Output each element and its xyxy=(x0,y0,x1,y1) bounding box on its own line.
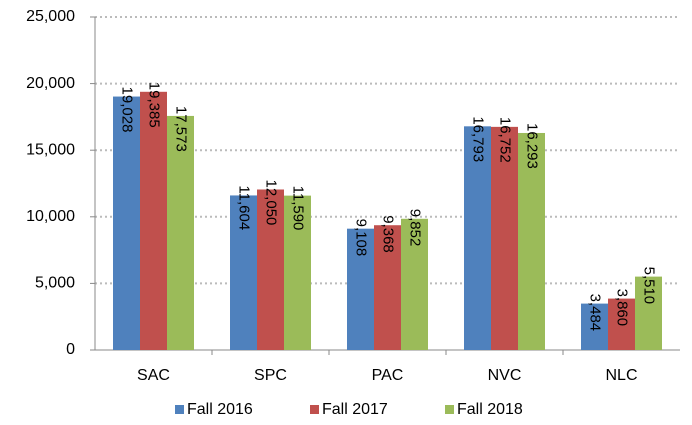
y-tick-label: 25,000 xyxy=(26,8,75,25)
data-label: 5,510 xyxy=(641,267,658,305)
data-label: 9,108 xyxy=(353,219,370,257)
bar xyxy=(167,115,194,350)
bar xyxy=(374,225,401,350)
legend-label: Fall 2017 xyxy=(322,401,388,418)
bar xyxy=(464,126,491,351)
data-label: 17,573 xyxy=(173,106,190,152)
data-label: 12,050 xyxy=(263,179,280,225)
x-tick-label: NLC xyxy=(605,367,637,384)
y-tick-label: 20,000 xyxy=(26,75,75,92)
bar xyxy=(491,126,518,350)
bar xyxy=(284,195,311,350)
y-tick-label: 10,000 xyxy=(26,208,75,225)
bar xyxy=(257,189,284,350)
data-label: 3,860 xyxy=(614,289,631,327)
bar xyxy=(113,96,140,350)
data-label: 9,368 xyxy=(380,215,397,253)
bar xyxy=(581,303,608,350)
bar xyxy=(608,298,635,350)
data-label: 11,604 xyxy=(236,185,253,230)
bar xyxy=(518,132,545,350)
legend-swatch xyxy=(310,405,319,414)
legend-label: Fall 2018 xyxy=(457,401,523,418)
x-tick-label: SPC xyxy=(254,367,287,384)
data-label: 16,293 xyxy=(524,123,541,169)
legend-label: Fall 2016 xyxy=(187,401,253,418)
data-label: 9,852 xyxy=(407,209,424,247)
bar xyxy=(347,228,374,350)
data-label: 11,590 xyxy=(290,186,307,231)
bar xyxy=(230,195,257,350)
data-label: 19,385 xyxy=(146,82,163,128)
data-label: 16,752 xyxy=(497,117,514,163)
data-label: 3,484 xyxy=(587,294,604,332)
y-tick-label: 0 xyxy=(66,341,75,358)
x-tick-label: PAC xyxy=(372,367,404,384)
legend-swatch xyxy=(175,405,184,414)
data-label: 19,028 xyxy=(119,87,136,133)
legend-swatch xyxy=(445,405,454,414)
data-label: 16,793 xyxy=(470,116,487,162)
x-tick-label: NVC xyxy=(488,367,522,384)
y-tick-label: 5,000 xyxy=(35,275,75,292)
x-tick-label: SAC xyxy=(137,367,170,384)
bar xyxy=(635,276,662,350)
bar xyxy=(401,218,428,350)
y-tick-label: 15,000 xyxy=(26,141,75,158)
bar xyxy=(140,91,167,350)
